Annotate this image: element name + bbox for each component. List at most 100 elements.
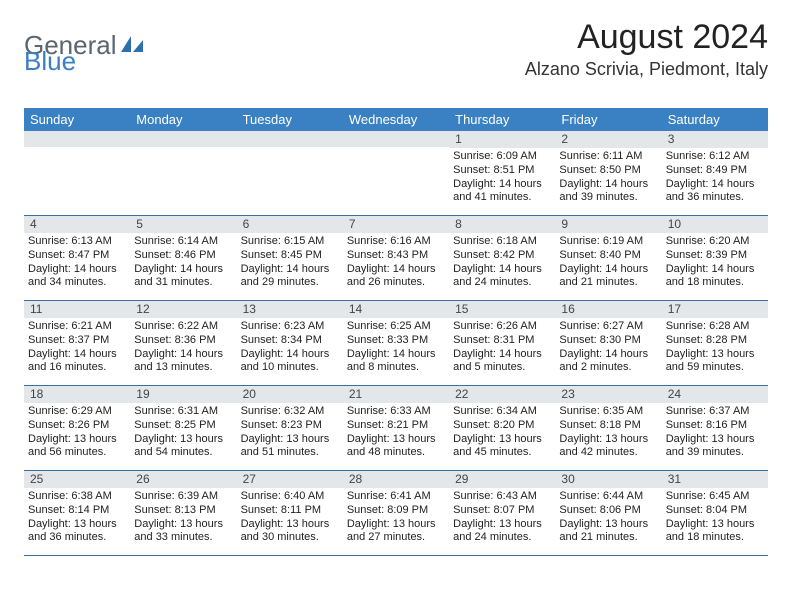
daylight-text: Daylight: 14 hours and 36 minutes. [666, 178, 764, 206]
day-cell [237, 131, 343, 215]
day-body: Sunrise: 6:13 AMSunset: 8:47 PMDaylight:… [24, 233, 130, 294]
sunset-text: Sunset: 8:31 PM [453, 334, 551, 348]
sunrise-text: Sunrise: 6:28 AM [666, 320, 764, 334]
sunset-text: Sunset: 8:18 PM [559, 419, 657, 433]
sunset-text: Sunset: 8:16 PM [666, 419, 764, 433]
day-body: Sunrise: 6:33 AMSunset: 8:21 PMDaylight:… [343, 403, 449, 464]
day-number: 15 [449, 301, 555, 318]
sunrise-text: Sunrise: 6:18 AM [453, 235, 551, 249]
day-number: 27 [237, 471, 343, 488]
sunrise-text: Sunrise: 6:13 AM [28, 235, 126, 249]
day-cell: 27Sunrise: 6:40 AMSunset: 8:11 PMDayligh… [237, 471, 343, 555]
day-number: 24 [662, 386, 768, 403]
weekday-header: Thursday [449, 108, 555, 131]
sunset-text: Sunset: 8:14 PM [28, 504, 126, 518]
daylight-text: Daylight: 13 hours and 24 minutes. [453, 518, 551, 546]
sunrise-text: Sunrise: 6:09 AM [453, 150, 551, 164]
sunset-text: Sunset: 8:04 PM [666, 504, 764, 518]
daylight-text: Daylight: 13 hours and 39 minutes. [666, 433, 764, 461]
day-body: Sunrise: 6:43 AMSunset: 8:07 PMDaylight:… [449, 488, 555, 549]
daylight-text: Daylight: 13 hours and 33 minutes. [134, 518, 232, 546]
daylight-text: Daylight: 13 hours and 48 minutes. [347, 433, 445, 461]
day-cell: 11Sunrise: 6:21 AMSunset: 8:37 PMDayligh… [24, 301, 130, 385]
day-number: 23 [555, 386, 661, 403]
sunset-text: Sunset: 8:49 PM [666, 164, 764, 178]
day-body: Sunrise: 6:20 AMSunset: 8:39 PMDaylight:… [662, 233, 768, 294]
day-cell: 20Sunrise: 6:32 AMSunset: 8:23 PMDayligh… [237, 386, 343, 470]
day-body: Sunrise: 6:26 AMSunset: 8:31 PMDaylight:… [449, 318, 555, 379]
sunrise-text: Sunrise: 6:45 AM [666, 490, 764, 504]
day-cell: 1Sunrise: 6:09 AMSunset: 8:51 PMDaylight… [449, 131, 555, 215]
day-number: 1 [449, 131, 555, 148]
weeks-container: 1Sunrise: 6:09 AMSunset: 8:51 PMDaylight… [24, 131, 768, 556]
sunset-text: Sunset: 8:40 PM [559, 249, 657, 263]
sunrise-text: Sunrise: 6:29 AM [28, 405, 126, 419]
day-body: Sunrise: 6:38 AMSunset: 8:14 PMDaylight:… [24, 488, 130, 549]
daylight-text: Daylight: 13 hours and 59 minutes. [666, 348, 764, 376]
day-cell: 18Sunrise: 6:29 AMSunset: 8:26 PMDayligh… [24, 386, 130, 470]
sunrise-text: Sunrise: 6:37 AM [666, 405, 764, 419]
day-cell: 17Sunrise: 6:28 AMSunset: 8:28 PMDayligh… [662, 301, 768, 385]
day-cell: 5Sunrise: 6:14 AMSunset: 8:46 PMDaylight… [130, 216, 236, 300]
sunrise-text: Sunrise: 6:40 AM [241, 490, 339, 504]
sunset-text: Sunset: 8:34 PM [241, 334, 339, 348]
day-cell: 25Sunrise: 6:38 AMSunset: 8:14 PMDayligh… [24, 471, 130, 555]
day-body [237, 147, 343, 153]
daylight-text: Daylight: 13 hours and 45 minutes. [453, 433, 551, 461]
sunset-text: Sunset: 8:50 PM [559, 164, 657, 178]
sunset-text: Sunset: 8:37 PM [28, 334, 126, 348]
daylight-text: Daylight: 13 hours and 51 minutes. [241, 433, 339, 461]
day-cell: 13Sunrise: 6:23 AMSunset: 8:34 PMDayligh… [237, 301, 343, 385]
logo-text-b: Blue [24, 46, 76, 77]
sunset-text: Sunset: 8:30 PM [559, 334, 657, 348]
sunset-text: Sunset: 8:09 PM [347, 504, 445, 518]
day-body [130, 147, 236, 153]
calendar-grid: Sunday Monday Tuesday Wednesday Thursday… [24, 108, 768, 556]
day-number: 4 [24, 216, 130, 233]
day-number [130, 131, 236, 147]
sunset-text: Sunset: 8:43 PM [347, 249, 445, 263]
sunrise-text: Sunrise: 6:34 AM [453, 405, 551, 419]
day-cell: 29Sunrise: 6:43 AMSunset: 8:07 PMDayligh… [449, 471, 555, 555]
day-cell: 3Sunrise: 6:12 AMSunset: 8:49 PMDaylight… [662, 131, 768, 215]
daylight-text: Daylight: 14 hours and 18 minutes. [666, 263, 764, 291]
week-row: 4Sunrise: 6:13 AMSunset: 8:47 PMDaylight… [24, 216, 768, 301]
day-number: 30 [555, 471, 661, 488]
sunset-text: Sunset: 8:13 PM [134, 504, 232, 518]
sunrise-text: Sunrise: 6:12 AM [666, 150, 764, 164]
sunrise-text: Sunrise: 6:15 AM [241, 235, 339, 249]
sunset-text: Sunset: 8:20 PM [453, 419, 551, 433]
day-number [343, 131, 449, 147]
day-body: Sunrise: 6:31 AMSunset: 8:25 PMDaylight:… [130, 403, 236, 464]
day-body: Sunrise: 6:29 AMSunset: 8:26 PMDaylight:… [24, 403, 130, 464]
daylight-text: Daylight: 14 hours and 24 minutes. [453, 263, 551, 291]
sunrise-text: Sunrise: 6:19 AM [559, 235, 657, 249]
logo-sail-icon [119, 30, 145, 61]
day-cell: 7Sunrise: 6:16 AMSunset: 8:43 PMDaylight… [343, 216, 449, 300]
day-number: 18 [24, 386, 130, 403]
day-cell: 6Sunrise: 6:15 AMSunset: 8:45 PMDaylight… [237, 216, 343, 300]
day-number: 9 [555, 216, 661, 233]
day-number: 25 [24, 471, 130, 488]
sunset-text: Sunset: 8:45 PM [241, 249, 339, 263]
day-body: Sunrise: 6:18 AMSunset: 8:42 PMDaylight:… [449, 233, 555, 294]
day-cell: 8Sunrise: 6:18 AMSunset: 8:42 PMDaylight… [449, 216, 555, 300]
day-number [237, 131, 343, 147]
day-cell: 2Sunrise: 6:11 AMSunset: 8:50 PMDaylight… [555, 131, 661, 215]
day-cell [343, 131, 449, 215]
sunset-text: Sunset: 8:39 PM [666, 249, 764, 263]
daylight-text: Daylight: 14 hours and 8 minutes. [347, 348, 445, 376]
sunrise-text: Sunrise: 6:41 AM [347, 490, 445, 504]
day-cell: 19Sunrise: 6:31 AMSunset: 8:25 PMDayligh… [130, 386, 236, 470]
day-body: Sunrise: 6:15 AMSunset: 8:45 PMDaylight:… [237, 233, 343, 294]
daylight-text: Daylight: 14 hours and 34 minutes. [28, 263, 126, 291]
day-number: 31 [662, 471, 768, 488]
day-cell: 22Sunrise: 6:34 AMSunset: 8:20 PMDayligh… [449, 386, 555, 470]
sunset-text: Sunset: 8:07 PM [453, 504, 551, 518]
daylight-text: Daylight: 13 hours and 30 minutes. [241, 518, 339, 546]
sunset-text: Sunset: 8:28 PM [666, 334, 764, 348]
sunrise-text: Sunrise: 6:32 AM [241, 405, 339, 419]
day-body: Sunrise: 6:16 AMSunset: 8:43 PMDaylight:… [343, 233, 449, 294]
sunrise-text: Sunrise: 6:39 AM [134, 490, 232, 504]
week-row: 1Sunrise: 6:09 AMSunset: 8:51 PMDaylight… [24, 131, 768, 216]
